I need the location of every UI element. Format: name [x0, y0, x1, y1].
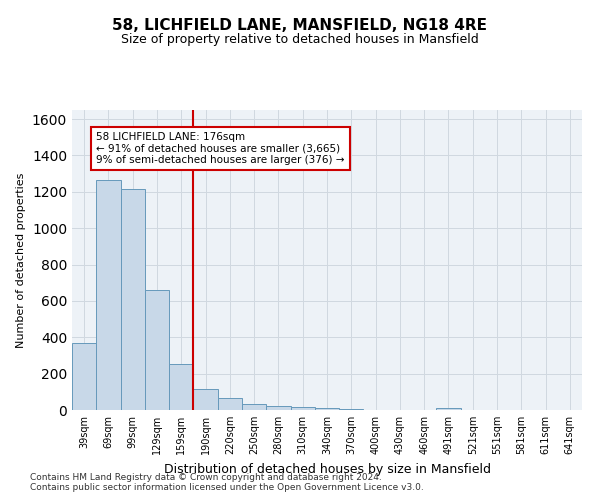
Y-axis label: Number of detached properties: Number of detached properties	[16, 172, 26, 348]
Bar	[218, 398, 242, 410]
Text: 58 LICHFIELD LANE: 176sqm
← 91% of detached houses are smaller (3,665)
9% of sem: 58 LICHFIELD LANE: 176sqm ← 91% of detac…	[96, 132, 345, 165]
Bar	[72, 342, 96, 410]
Bar	[96, 180, 121, 410]
Bar	[290, 408, 315, 410]
Bar	[339, 409, 364, 410]
Text: 58, LICHFIELD LANE, MANSFIELD, NG18 4RE: 58, LICHFIELD LANE, MANSFIELD, NG18 4RE	[113, 18, 487, 32]
Bar	[315, 408, 339, 410]
Bar	[436, 408, 461, 410]
Text: Size of property relative to detached houses in Mansfield: Size of property relative to detached ho…	[121, 32, 479, 46]
Bar	[169, 364, 193, 410]
Bar	[145, 290, 169, 410]
Text: Contains public sector information licensed under the Open Government Licence v3: Contains public sector information licen…	[30, 484, 424, 492]
Bar	[266, 406, 290, 410]
Text: Contains HM Land Registry data © Crown copyright and database right 2024.: Contains HM Land Registry data © Crown c…	[30, 474, 382, 482]
Bar	[193, 389, 218, 410]
X-axis label: Distribution of detached houses by size in Mansfield: Distribution of detached houses by size …	[163, 462, 491, 475]
Bar	[121, 189, 145, 410]
Bar	[242, 404, 266, 410]
